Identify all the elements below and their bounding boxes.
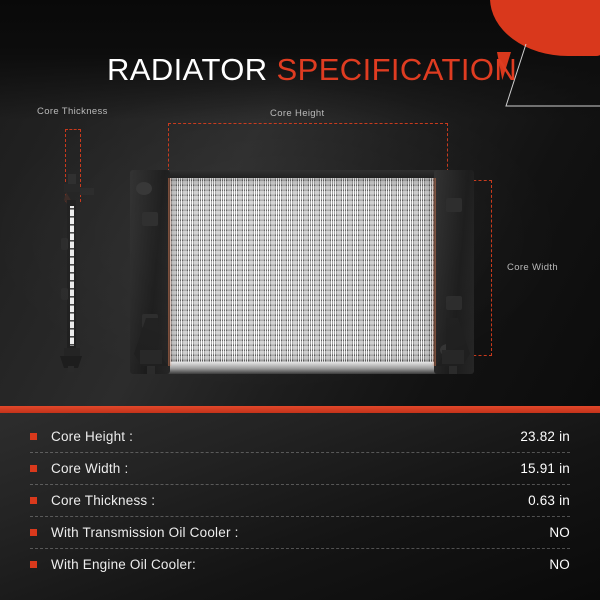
mount-bracket-upper-right: [446, 198, 462, 212]
mount-bracket-lower-right: [446, 296, 462, 310]
spec-value: NO: [549, 557, 570, 572]
specification-table: Core Height : 23.82 in Core Width : 15.9…: [30, 421, 570, 580]
spec-value: 15.91 in: [520, 461, 570, 476]
product-image-panel: RADIATOR SPECIFICATION Core Thickness Co…: [0, 0, 600, 407]
mount-bracket-upper-left: [142, 212, 158, 226]
radiator-top-rail: [166, 170, 440, 181]
bullet-icon: [30, 561, 37, 568]
page-title-accent: SPECIFICATION: [276, 52, 518, 87]
core-left-edge-glow: [168, 178, 172, 366]
header-hairline-decoration: [505, 44, 600, 107]
header-accent-tail: [497, 52, 511, 80]
spec-value: 23.82 in: [520, 429, 570, 444]
caption-core-thickness: Core Thickness: [37, 106, 108, 117]
page-title-primary: RADIATOR: [107, 52, 268, 87]
spec-label: With Engine Oil Cooler:: [51, 557, 196, 572]
bullet-icon: [30, 465, 37, 472]
bullet-icon: [30, 433, 37, 440]
spec-value: NO: [549, 525, 570, 540]
header-backdrop: [0, 0, 600, 120]
caption-core-height: Core Height: [270, 108, 325, 119]
lower-left-mounting-foot: [134, 318, 168, 374]
dimension-bracket-core-thickness: [65, 129, 81, 202]
radiator-left-tank: [130, 170, 170, 374]
bullet-icon: [30, 529, 37, 536]
page-title: RADIATOR SPECIFICATION: [107, 52, 517, 88]
spec-label: Core Thickness :: [51, 493, 156, 508]
table-row: Core Width : 15.91 in: [30, 453, 570, 485]
accent-divider-band: [0, 406, 600, 413]
inlet-port: [136, 182, 152, 195]
mount-bracket-lower-left: [142, 314, 158, 328]
radiator-core-mesh: [168, 178, 436, 366]
caption-core-width: Core Width: [507, 262, 559, 273]
table-row: With Engine Oil Cooler: NO: [30, 549, 570, 580]
spec-label: With Transmission Oil Cooler :: [51, 525, 239, 540]
radiator-bottom-rail: [166, 362, 440, 374]
table-row: With Transmission Oil Cooler : NO: [30, 517, 570, 549]
outlet-port: [440, 344, 455, 356]
header-accent-shape: [490, 0, 600, 56]
core-right-edge-glow: [432, 178, 436, 366]
table-row: Core Thickness : 0.63 in: [30, 485, 570, 517]
bullet-icon: [30, 497, 37, 504]
spec-label: Core Width :: [51, 461, 129, 476]
spec-label: Core Height :: [51, 429, 134, 444]
dimension-bracket-core-width: [447, 180, 492, 356]
lower-right-mounting-foot: [436, 318, 470, 374]
radiator-side-profile-view: [60, 174, 94, 372]
dimension-bracket-core-height: [168, 123, 448, 182]
spec-value: 0.63 in: [528, 493, 570, 508]
radiator-right-tank: [434, 170, 474, 374]
specification-panel: [0, 413, 600, 600]
table-row: Core Height : 23.82 in: [30, 421, 570, 453]
radiator-front-view: [128, 168, 476, 376]
